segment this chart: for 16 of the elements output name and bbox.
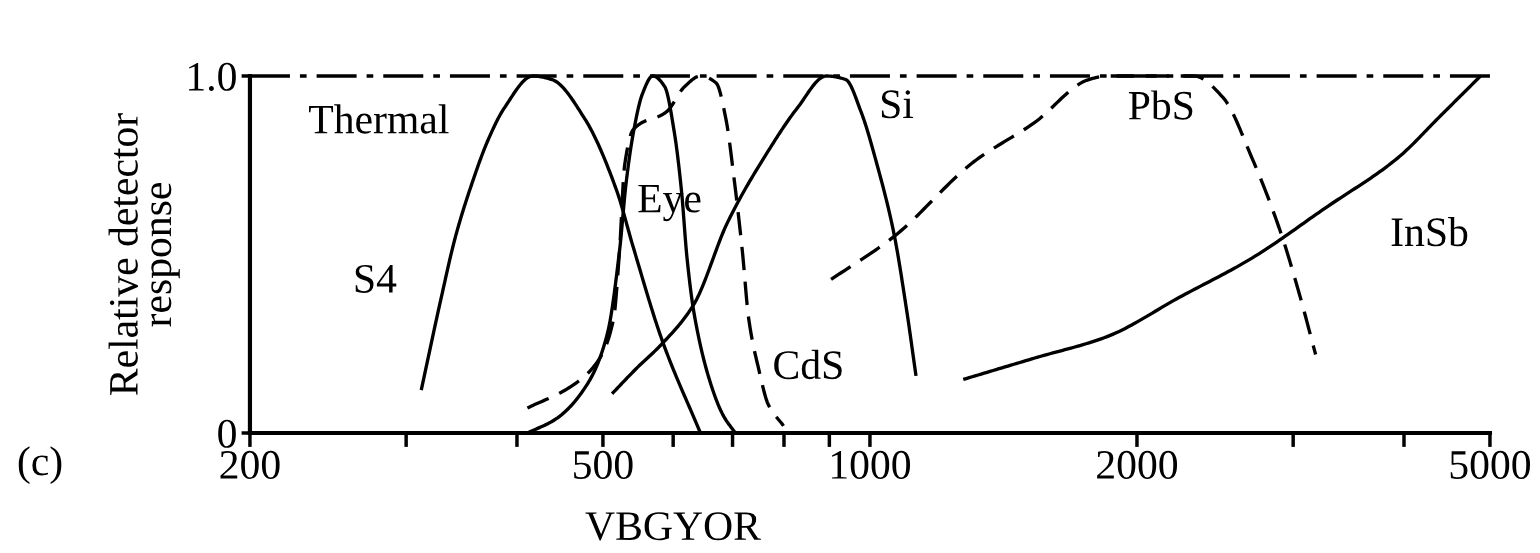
x-tick-label: 200 <box>220 450 280 479</box>
series-label: CdS <box>774 349 842 380</box>
text: VBGYOR <box>585 512 761 541</box>
x-tick-label: 500 <box>574 450 633 479</box>
x-tick-label: 2000 <box>1097 450 1178 479</box>
series-label: PbS <box>1128 90 1193 120</box>
ref-line-label: Thermal <box>309 104 449 134</box>
x-tick-label: 1000 <box>831 450 911 479</box>
y-tick-label: 0 <box>218 419 236 448</box>
series-label: Si <box>881 90 914 119</box>
text: (c) <box>18 446 62 484</box>
y-axis-title: Relative detector response <box>108 113 180 396</box>
series-label: InSb <box>1391 216 1468 247</box>
y-tick-label: 1.0 <box>189 62 236 92</box>
x-tick-label: 5000 <box>1450 450 1531 479</box>
series-label: S4 <box>355 264 397 293</box>
